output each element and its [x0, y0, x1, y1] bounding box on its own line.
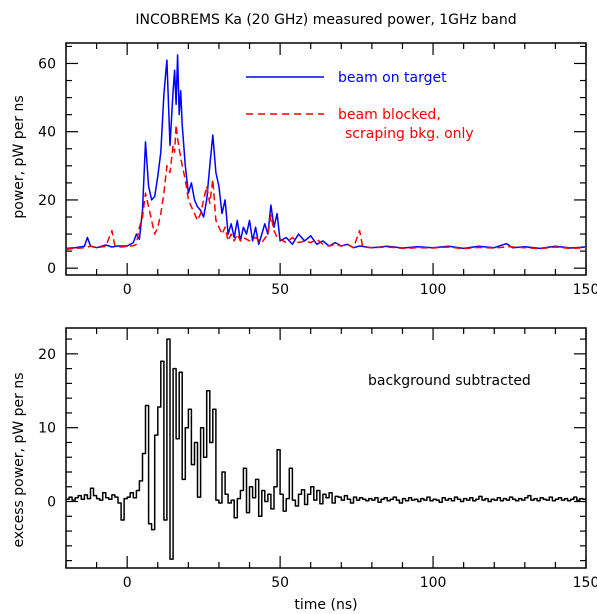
bottom-series-line-0	[66, 338, 586, 560]
bottom-ylabel: excess power, pW per ns	[11, 373, 27, 548]
top-legend: beam on target beam blocked, scraping bk…	[246, 70, 474, 142]
bottom-plot-frame	[65, 327, 587, 569]
bottom-y-tick-label: 10	[38, 421, 56, 437]
bottom-xlabel: time (ns)	[294, 597, 357, 613]
bottom-x-tick-label: 150	[573, 575, 597, 591]
bottom-y-tick-label: 0	[47, 495, 56, 511]
top-x-tick-label: 0	[123, 282, 132, 298]
legend-label-beam-on-target: beam on target	[338, 70, 447, 86]
top-y-tick-label: 60	[38, 56, 56, 72]
top-y-tick-label: 20	[38, 193, 56, 209]
bottom-y-tick-label: 20	[38, 347, 56, 363]
chart-title: INCOBREMS Ka (20 GHz) measured power, 1G…	[135, 12, 516, 28]
top-series-line-1	[65, 124, 587, 251]
top-y-tick-label: 0	[47, 261, 56, 277]
top-x-tick-label: 100	[420, 282, 447, 298]
background-subtracted-annotation: background subtracted	[368, 373, 531, 389]
top-x-tick-label: 150	[573, 282, 597, 298]
bottom-panel: excess power, pW per ns time (ns) backgr…	[11, 327, 597, 613]
legend-label-beam-blocked-line2: scraping bkg. only	[345, 126, 474, 142]
legend-label-beam-blocked: beam blocked,	[338, 107, 441, 123]
top-series-line-0	[65, 54, 587, 250]
bottom-x-tick-label: 0	[123, 575, 132, 591]
top-plot-frame	[65, 42, 587, 276]
top-x-tick-label: 50	[271, 282, 289, 298]
top-ylabel: power, pW per ns	[11, 95, 27, 218]
top-panel: power, pW per ns beam on target beam blo…	[11, 42, 597, 298]
bottom-x-tick-label: 100	[420, 575, 447, 591]
bottom-x-tick-label: 50	[271, 575, 289, 591]
top-y-tick-label: 40	[38, 125, 56, 141]
